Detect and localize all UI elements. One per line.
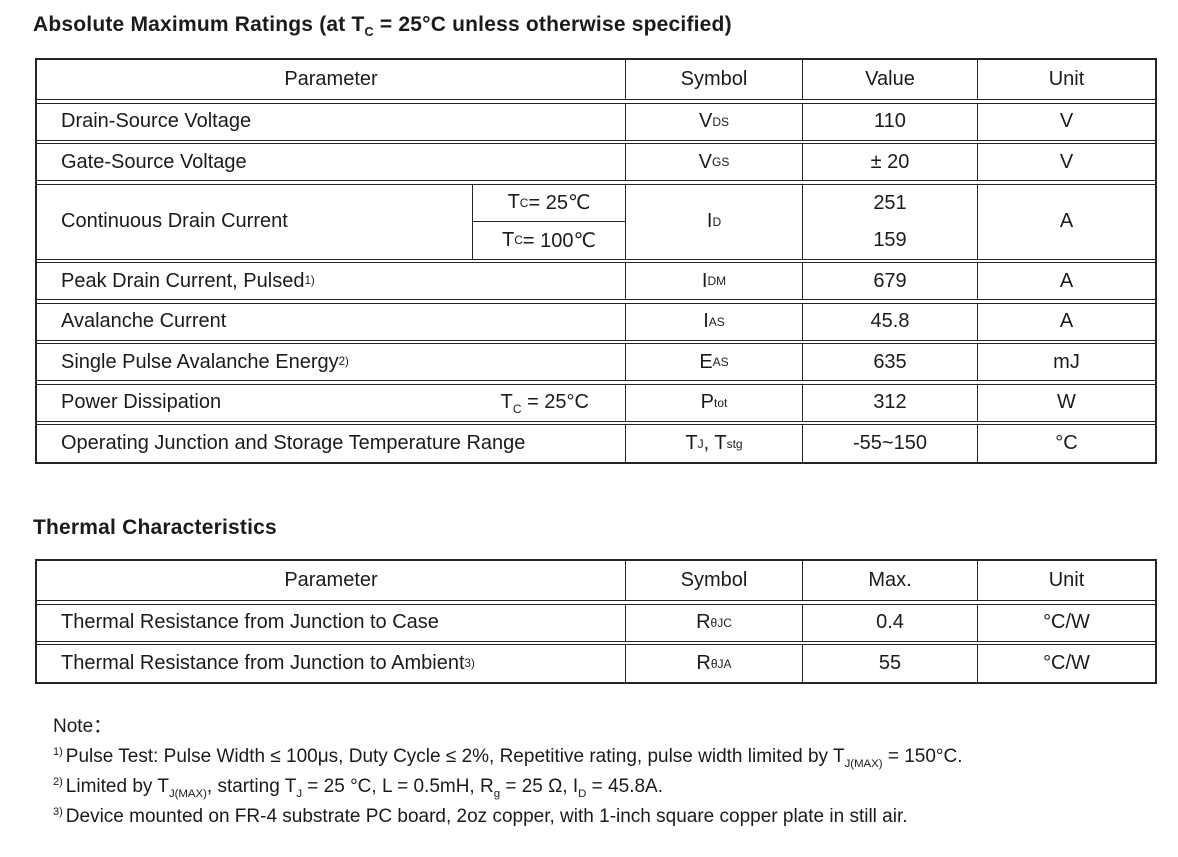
parameter-cell: Gate-Source Voltage	[61, 150, 247, 173]
unit-cell: mJ	[977, 344, 1155, 380]
absolute-maximum-ratings-table: Parameter Symbol Value Unit Drain-Source…	[35, 58, 1157, 464]
unit-cell: V	[977, 144, 1155, 180]
notes-section: Note： 1) Pulse Test: Pulse Width ≤ 100μs,…	[53, 712, 1178, 832]
value-cell: 110	[802, 103, 977, 140]
unit-cell: °C/W	[977, 604, 1155, 641]
row-thermal-resistance-junction-ambient: Thermal Resistance from Junction to Ambi…	[37, 644, 1155, 682]
parameter-cell: Avalanche Current	[61, 310, 227, 332]
value-cell: 312	[802, 384, 977, 421]
unit-cell: °C/W	[977, 645, 1155, 682]
value-cell: 45.8	[802, 303, 977, 340]
row-drain-source-voltage: Drain-Source Voltage V DS 110 V	[37, 102, 1155, 141]
symbol-cell: I DM	[625, 263, 802, 299]
parameter-cell: Drain-Source Voltage	[61, 110, 252, 132]
header-unit: Unit	[977, 561, 1155, 600]
symbol-cell: I AS	[625, 303, 802, 340]
value-cell: -55~150	[802, 425, 977, 462]
note-3: 3) Device mounted on FR-4 substrate PC bo…	[53, 805, 908, 827]
note-1: 1) Pulse Test: Pulse Width ≤ 100μs, Duty …	[53, 745, 963, 770]
value-cell: ± 20	[802, 144, 977, 180]
header-value: Value	[802, 60, 977, 99]
parameter-cell: Operating Junction and Storage Temperatu…	[61, 432, 526, 454]
value-cell: 679	[802, 263, 977, 299]
row-gate-source-voltage: Gate-Source Voltage V GS ± 20 V	[37, 143, 1155, 181]
unit-cell: °C	[977, 425, 1155, 462]
row-avalanche-current: Avalanche Current I AS 45.8 A	[37, 302, 1155, 341]
note-2: 2) Limited by TJ(MAX), starting TJ = 25 °…	[53, 775, 663, 800]
parameter-cell: Thermal Resistance from Junction to Ambi…	[61, 652, 475, 674]
parameter-cell: Power Dissipation TC = 25°C	[37, 385, 625, 421]
unit-cell: A	[977, 303, 1155, 340]
parameter-cell: Peak Drain Current, Pulsed 1)	[61, 269, 315, 292]
symbol-cell: V GS	[625, 144, 802, 180]
datasheet-page: Absolute Maximum Ratings (at TC = 25°C u…	[0, 13, 1178, 832]
symbol-cell: E AS	[625, 344, 802, 380]
header-symbol: Symbol	[625, 60, 802, 99]
row-single-pulse-avalanche-energy: Single Pulse Avalanche Energy 2) E AS 635…	[37, 343, 1155, 381]
value-at-tc-25: 251	[873, 191, 907, 214]
unit-cell: A	[977, 263, 1155, 299]
section-title-thermal-characteristics: Thermal Characteristics	[33, 516, 277, 539]
parameter-cell: Single Pulse Avalanche Energy 2)	[61, 350, 349, 373]
row-thermal-resistance-junction-case: Thermal Resistance from Junction to Case…	[37, 603, 1155, 642]
max-cell: 55	[802, 645, 977, 682]
thermal-characteristics-table: Parameter Symbol Max. Unit Thermal Resis…	[35, 559, 1157, 684]
header-symbol: Symbol	[625, 561, 802, 600]
table-header-row: Parameter Symbol Value Unit	[37, 60, 1155, 100]
header-parameter: Parameter	[284, 68, 378, 90]
header-max: Max.	[802, 561, 977, 600]
parameter-label: Continuous Drain Current	[61, 210, 288, 232]
unit-cell: A	[977, 184, 1155, 259]
parameter-label: Power Dissipation	[61, 391, 222, 413]
value-at-tc-100: 159	[873, 228, 907, 251]
section-title-absolute-maximum-ratings: Absolute Maximum Ratings (at TC = 25°C u…	[33, 13, 732, 40]
condition-tc-25: TC = 25°C	[500, 391, 589, 416]
row-peak-drain-current: Peak Drain Current, Pulsed 1) I DM 679 A	[37, 262, 1155, 300]
unit-cell: V	[977, 103, 1155, 140]
max-cell: 0.4	[802, 604, 977, 641]
parameter-cell: Thermal Resistance from Junction to Case	[61, 611, 439, 633]
unit-cell: W	[977, 384, 1155, 421]
value-cell: 635	[802, 344, 977, 380]
header-parameter: Parameter	[284, 569, 378, 591]
symbol-cell: V DS	[625, 103, 802, 140]
notes-label: Note：	[53, 716, 113, 737]
value-cell: 251 159	[802, 184, 977, 259]
table-header-row: Parameter Symbol Max. Unit	[37, 561, 1155, 601]
header-unit: Unit	[977, 60, 1155, 99]
row-operating-storage-temperature: Operating Junction and Storage Temperatu…	[37, 424, 1155, 462]
